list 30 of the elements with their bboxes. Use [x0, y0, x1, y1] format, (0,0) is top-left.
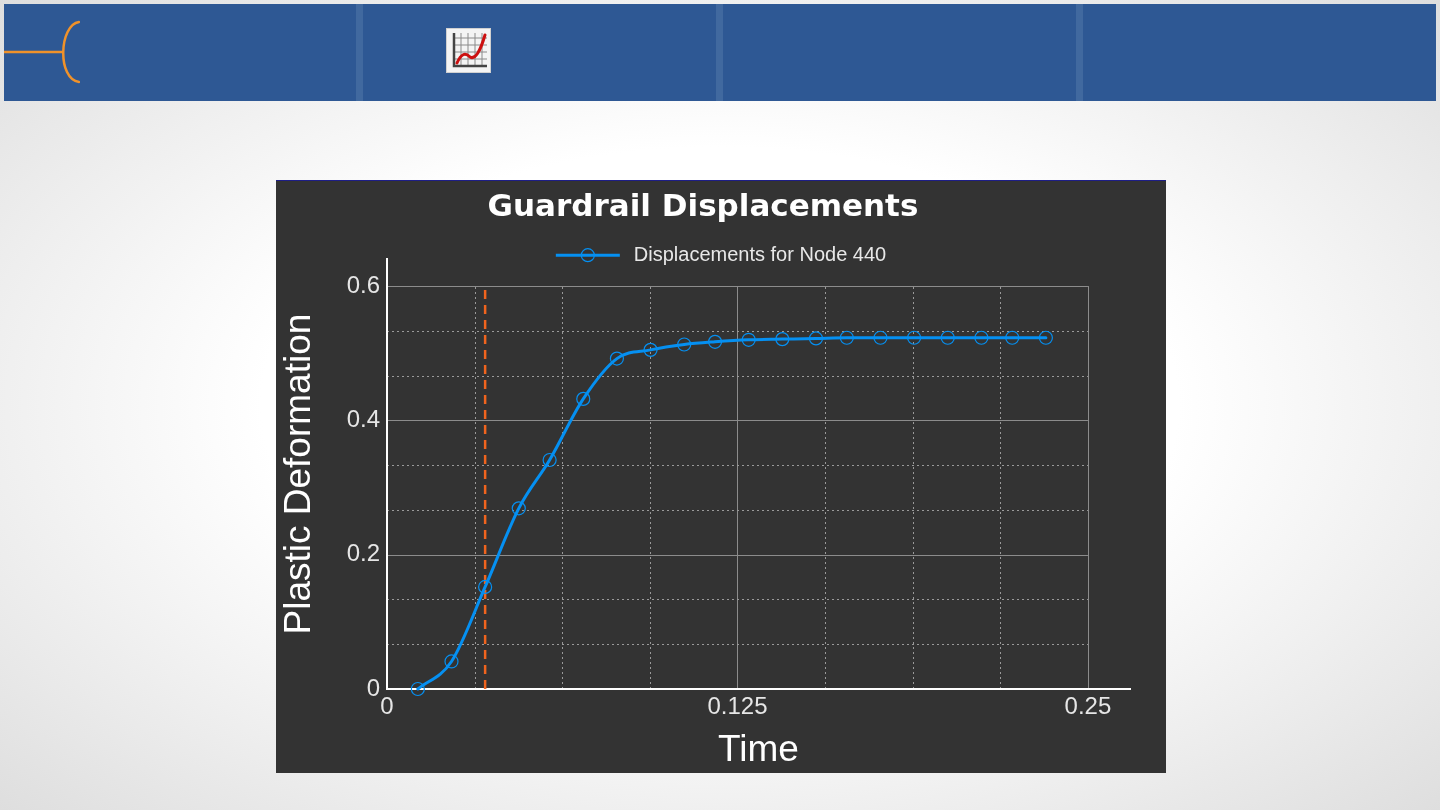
point	[974, 330, 989, 345]
y-tick-label: 0.6	[346, 270, 380, 298]
point	[873, 330, 888, 345]
point	[839, 330, 854, 345]
point	[478, 579, 493, 595]
point	[643, 342, 658, 357]
x-axis-title: Time	[718, 728, 799, 769]
point	[707, 334, 723, 349]
point	[576, 391, 591, 406]
y-tick-label: 0	[366, 673, 380, 701]
point	[940, 330, 955, 345]
point	[1038, 330, 1053, 345]
y-axis-title: Plastic Deformation	[277, 313, 319, 635]
point	[609, 351, 625, 366]
y-tick-label: 0.4	[346, 405, 380, 432]
chart-title: Guardrail Displacements	[487, 186, 919, 223]
x-tick-label: 0.25	[1064, 692, 1112, 720]
point	[542, 452, 557, 468]
point	[511, 501, 526, 516]
y-tick-label: 0.2	[346, 539, 380, 567]
x-tick-label: 0.125	[707, 692, 768, 720]
point	[1005, 330, 1020, 345]
point	[410, 681, 425, 697]
point	[444, 654, 459, 669]
point	[907, 330, 922, 345]
legend-label: Displacements for Node 440	[633, 242, 887, 265]
point	[741, 332, 756, 347]
point	[775, 332, 790, 347]
point	[677, 337, 692, 352]
point	[808, 331, 824, 346]
